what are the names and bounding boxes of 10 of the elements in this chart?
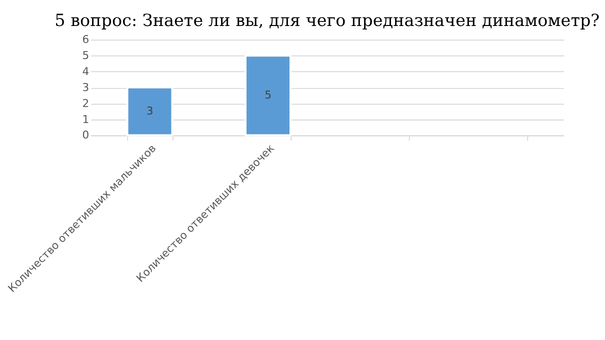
y-tick-label: 6 <box>82 33 90 46</box>
y-tick-label: 5 <box>82 49 90 62</box>
data-label: 5 <box>264 88 272 102</box>
y-tick-label: 1 <box>82 112 90 126</box>
y-tick-label: 0 <box>82 128 90 142</box>
data-label: 3 <box>146 104 154 118</box>
y-tick-label: 3 <box>82 80 90 94</box>
y-tick-label: 2 <box>82 96 90 110</box>
y-tick-label: 4 <box>82 64 90 78</box>
chart-title: 5 вопрос: Знаете ли вы, для чего предназначен динамометр? <box>54 10 600 30</box>
